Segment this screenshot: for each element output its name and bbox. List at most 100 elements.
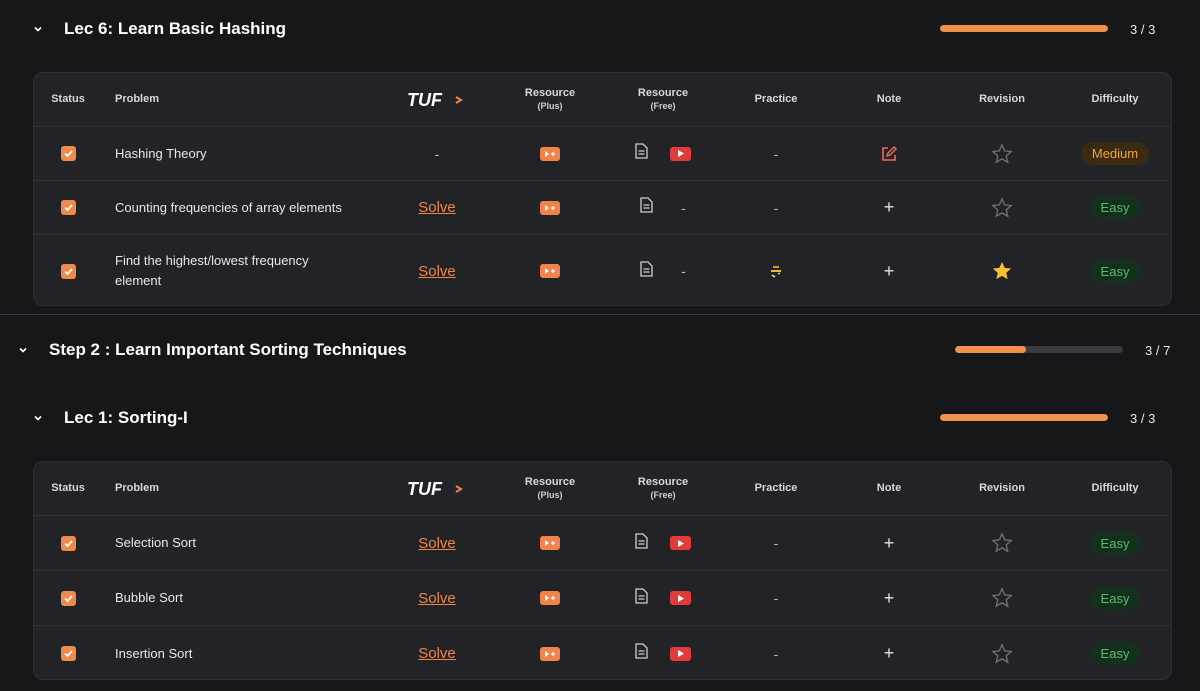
youtube-icon[interactable] xyxy=(670,591,691,605)
star-outline-icon[interactable] xyxy=(962,127,1042,180)
solve-link[interactable]: Solve xyxy=(418,534,456,552)
col-resource-free-label: Resource xyxy=(637,86,689,99)
svg-text:TUF: TUF xyxy=(407,91,443,109)
edit-note-icon[interactable] xyxy=(849,127,929,180)
col-practice: Practice xyxy=(754,482,798,494)
article-icon[interactable] xyxy=(635,587,648,609)
col-resource-plus: Resource (Plus) xyxy=(510,462,590,515)
difficulty-badge: Easy xyxy=(1075,181,1155,234)
status-checkbox[interactable] xyxy=(48,516,88,570)
problem-name: Bubble Sort xyxy=(115,590,183,605)
add-note-icon[interactable]: + xyxy=(883,532,895,553)
article-icon[interactable] xyxy=(640,260,653,282)
star-outline-icon[interactable] xyxy=(962,571,1042,625)
solve-link[interactable]: Solve xyxy=(418,199,456,216)
star-outline-icon[interactable] xyxy=(962,516,1042,570)
free-resources xyxy=(623,571,703,625)
difficulty-label: Easy xyxy=(1089,196,1141,219)
video-plus-icon[interactable] xyxy=(510,181,590,234)
solve-link-cell: Solve xyxy=(404,516,470,570)
difficulty-label: Easy xyxy=(1089,531,1141,555)
article-icon[interactable] xyxy=(635,532,648,554)
add-note-icon[interactable]: + xyxy=(883,643,895,663)
table-row: Selection Sort Solve - + Easy xyxy=(34,516,1171,571)
col-resource-free-sub: (Free) xyxy=(650,489,676,500)
practice-link: - xyxy=(773,590,779,606)
solve-link[interactable]: Solve xyxy=(418,589,456,607)
solve-link-cell: Solve xyxy=(404,626,470,681)
practice-link: - xyxy=(773,535,779,551)
col-resource-free-sub: (Free) xyxy=(650,100,676,111)
col-resource-free-label: Resource xyxy=(637,475,689,488)
status-checkbox[interactable] xyxy=(48,626,88,681)
difficulty-label: Medium xyxy=(1080,142,1150,165)
col-resource-free: Resource (Free) xyxy=(623,73,703,126)
col-difficulty: Difficulty xyxy=(1091,93,1139,105)
free-resources xyxy=(623,516,703,570)
col-revision: Revision xyxy=(979,482,1025,494)
table-row: Insertion Sort Solve - + Easy xyxy=(34,626,1171,681)
youtube-icon[interactable] xyxy=(670,646,691,661)
free-resources: - xyxy=(623,181,703,234)
video-plus-icon[interactable] xyxy=(510,127,590,180)
table-row: Find the highest/lowest frequency elemen… xyxy=(34,235,1171,307)
star-outline-icon[interactable] xyxy=(962,181,1042,234)
problem-name: Selection Sort xyxy=(115,535,196,550)
problem-name: Counting frequencies of array elements xyxy=(115,199,342,215)
add-note-icon[interactable]: + xyxy=(883,260,895,281)
tuf-logo: TUF xyxy=(404,462,470,515)
table-header: Status Problem TUF Resource (Plus) Resour… xyxy=(34,462,1171,516)
status-checkbox[interactable] xyxy=(48,181,88,234)
star-filled-icon[interactable] xyxy=(962,235,1042,307)
article-icon[interactable] xyxy=(635,143,648,164)
col-difficulty: Difficulty xyxy=(1091,482,1139,494)
status-checkbox[interactable] xyxy=(48,235,88,307)
progress-count: 3 / 3 xyxy=(1130,411,1156,426)
article-icon[interactable] xyxy=(635,643,648,664)
section-title[interactable]: Step 2 : Learn Important Sorting Techniq… xyxy=(49,340,407,359)
solve-link-cell: Solve xyxy=(404,181,470,234)
difficulty-badge: Easy xyxy=(1075,571,1155,625)
video-plus-icon[interactable] xyxy=(510,516,590,570)
section-title[interactable]: Lec 6: Learn Basic Hashing xyxy=(64,19,287,38)
no-video: - xyxy=(681,199,686,216)
add-note-icon[interactable]: + xyxy=(883,587,895,608)
section-divider xyxy=(0,314,1200,315)
difficulty-label: Easy xyxy=(1089,586,1141,610)
tuf-link: - xyxy=(434,145,440,162)
solve-link[interactable]: Solve xyxy=(418,262,456,280)
difficulty-badge: Medium xyxy=(1075,127,1155,180)
difficulty-badge: Easy xyxy=(1075,516,1155,570)
status-checkbox[interactable] xyxy=(48,571,88,625)
youtube-icon[interactable] xyxy=(670,146,691,161)
status-checkbox[interactable] xyxy=(48,127,88,180)
section-title[interactable]: Lec 1: Sorting-I xyxy=(64,408,188,427)
chevron-down-icon[interactable] xyxy=(17,344,29,356)
chevron-down-icon[interactable] xyxy=(32,412,44,424)
solve-link[interactable]: Solve xyxy=(418,645,456,662)
col-resource-plus-sub: (Plus) xyxy=(537,489,563,500)
col-note: Note xyxy=(876,482,902,494)
table-row: Bubble Sort Solve - + Easy xyxy=(34,571,1171,626)
article-icon[interactable] xyxy=(640,197,653,218)
star-outline-icon[interactable] xyxy=(962,626,1042,681)
difficulty-label: Easy xyxy=(1089,259,1141,283)
col-problem: Problem xyxy=(115,93,160,105)
chevron-down-icon[interactable] xyxy=(32,23,44,35)
col-revision: Revision xyxy=(979,93,1025,105)
loading-spinner-icon[interactable] xyxy=(736,235,816,307)
col-note: Note xyxy=(876,93,902,105)
video-plus-icon[interactable] xyxy=(510,235,590,307)
practice-link: - xyxy=(773,145,779,162)
no-video: - xyxy=(681,263,686,279)
video-plus-icon[interactable] xyxy=(510,571,590,625)
table-row: Counting frequencies of array elements S… xyxy=(34,181,1171,235)
solve-link-cell: Solve xyxy=(404,571,470,625)
add-note-icon[interactable]: + xyxy=(883,197,895,217)
practice-link: - xyxy=(773,645,779,662)
problem-name: Hashing Theory xyxy=(115,145,207,161)
table-row: Hashing Theory - - Medium xyxy=(34,127,1171,181)
video-plus-icon[interactable] xyxy=(510,626,590,681)
youtube-icon[interactable] xyxy=(670,536,691,550)
progress-count: 3 / 3 xyxy=(1130,22,1156,37)
